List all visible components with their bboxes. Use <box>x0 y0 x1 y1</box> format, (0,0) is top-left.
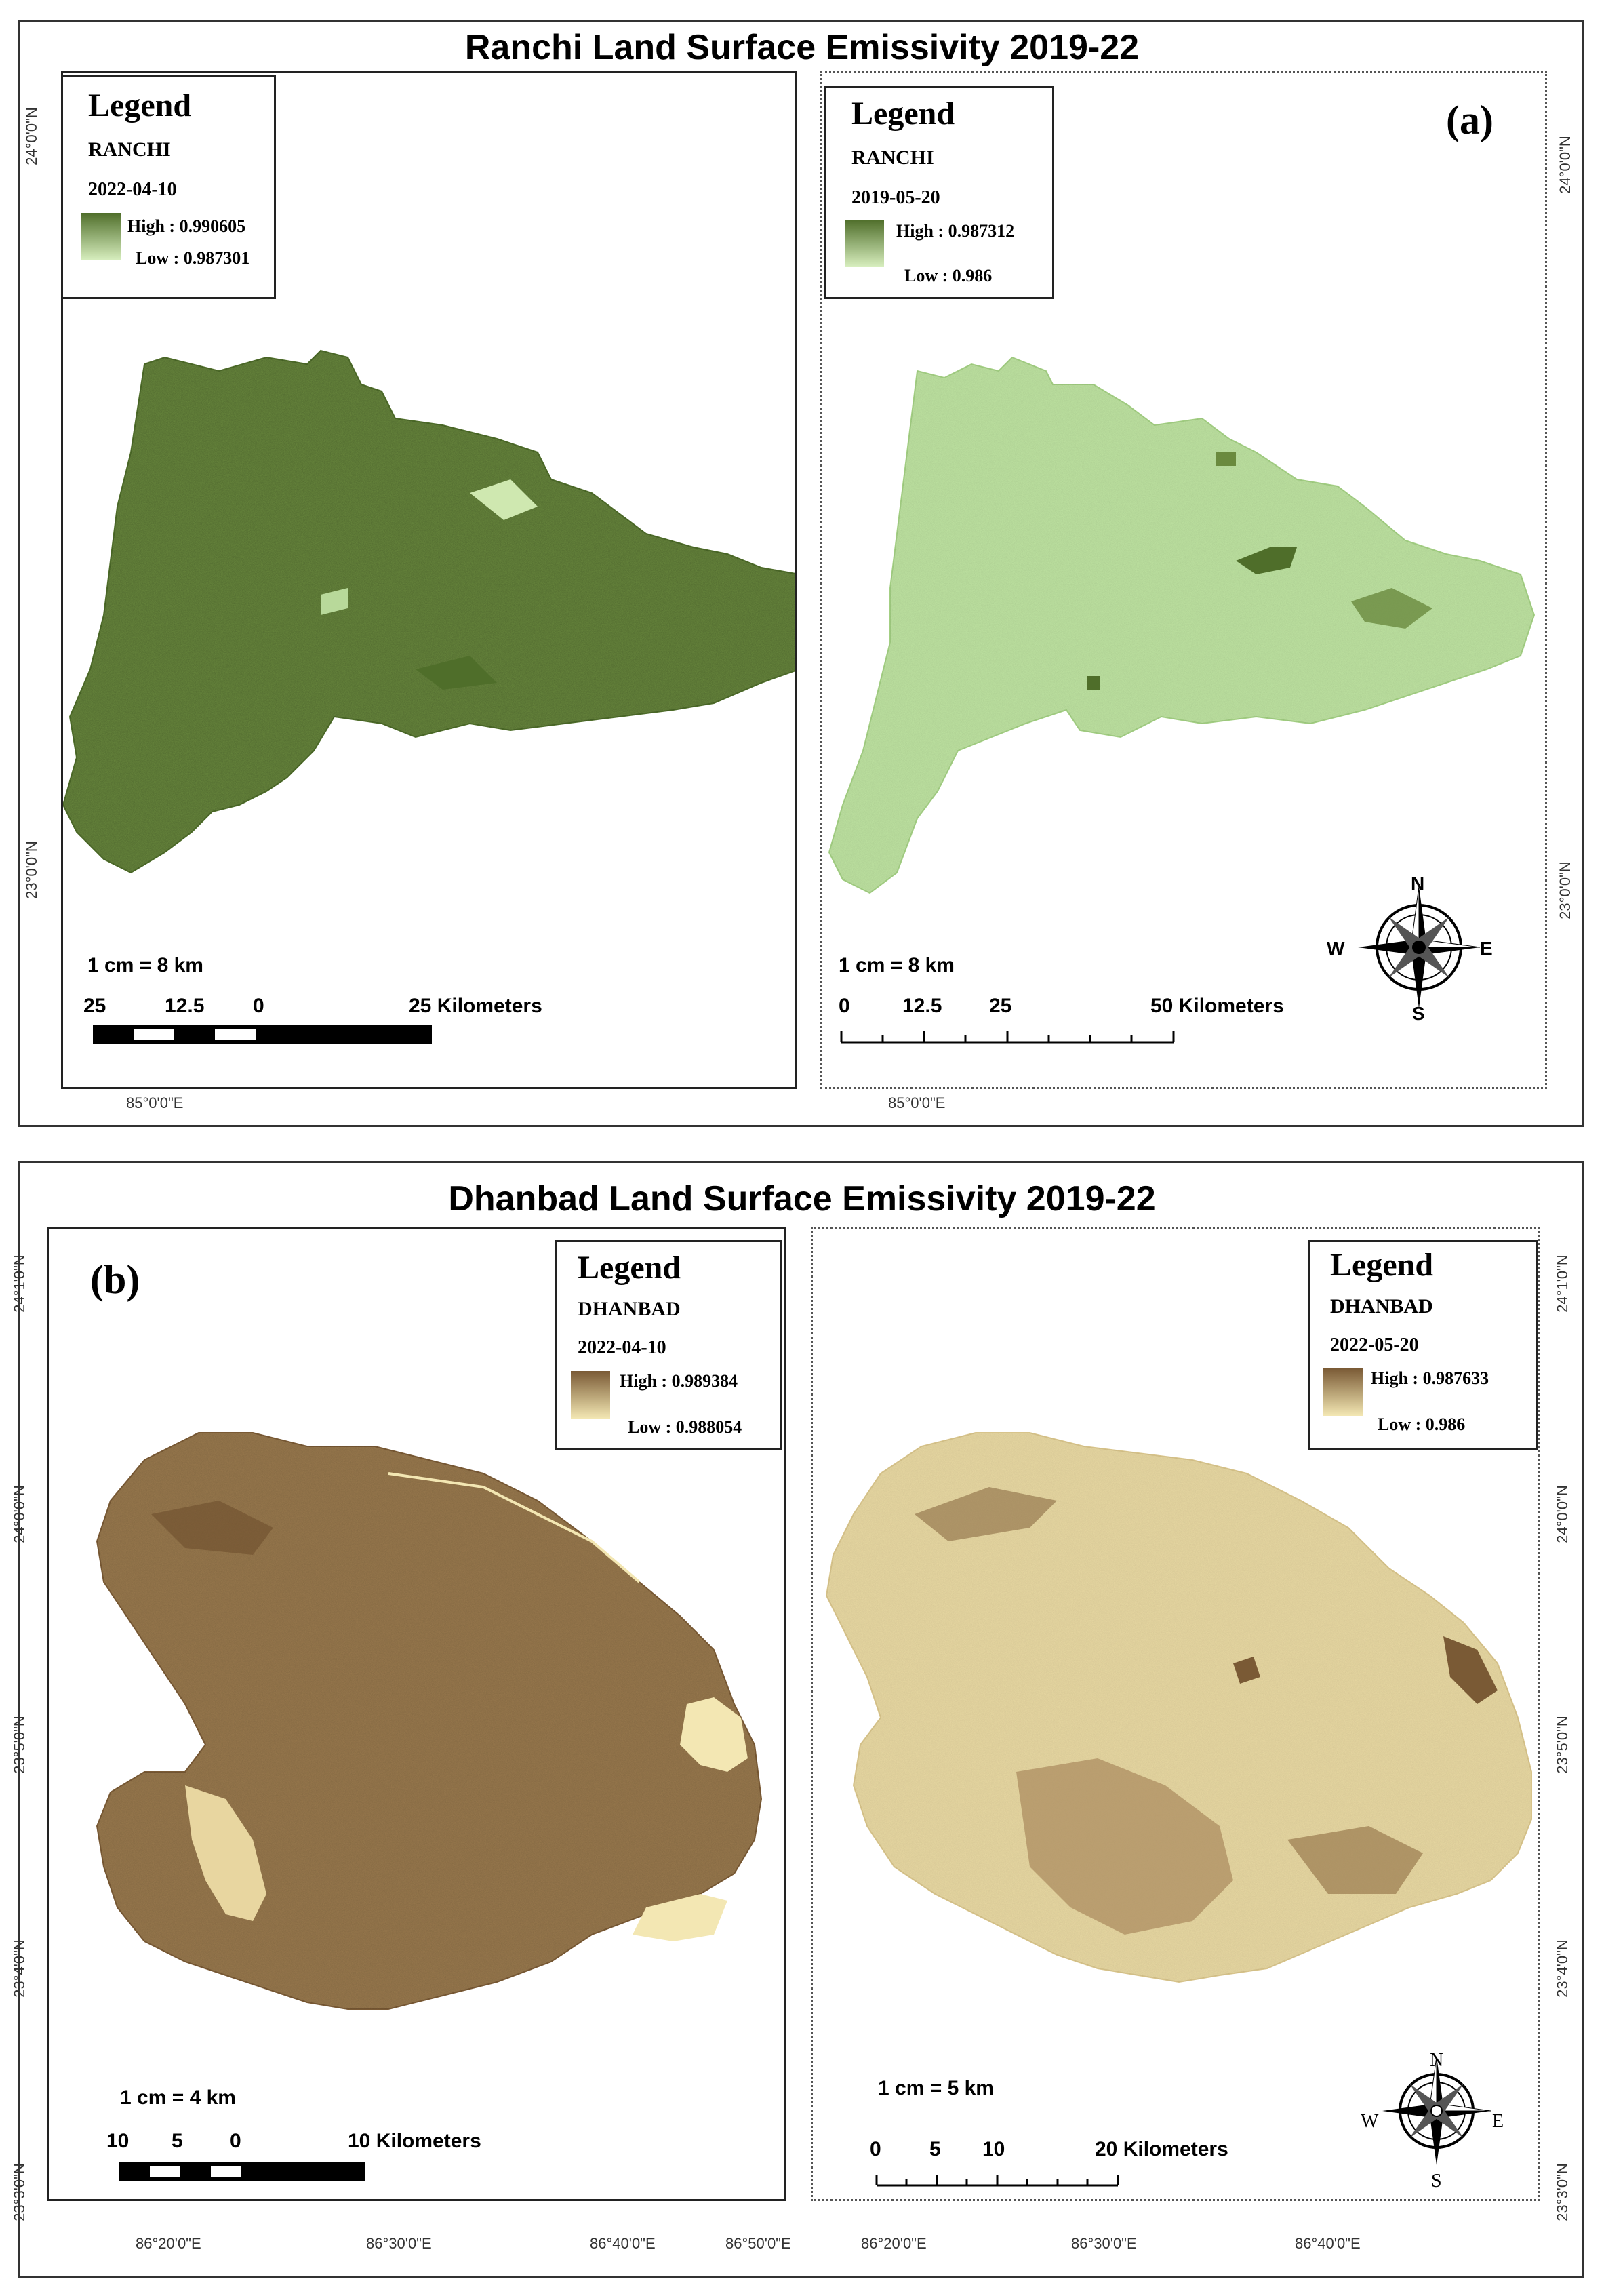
compass-s: S <box>1412 1003 1425 1024</box>
scale-label-2: 25 <box>989 995 1012 1017</box>
ranchi-2022-legend: Legend RANCHI 2022-04-10 High : 0.990605… <box>63 75 276 299</box>
scale-label-0: 10 <box>106 2130 129 2152</box>
lon-label-2b: 86°40'0"E <box>1295 2235 1361 2252</box>
dhanbad-2022-04-map-shape <box>96 1432 763 2010</box>
ranchi-2022-map-panel: Legend RANCHI 2022-04-10 High : 0.990605… <box>61 71 797 1089</box>
scale-label-1: 5 <box>172 2130 183 2152</box>
lat-label-0: 24°1'0"N <box>1553 1254 1571 1313</box>
lon-label-2: 86°40'0"E <box>590 2235 656 2252</box>
dhanbad-2022-04-map-panel: Legend DHANBAD 2022-04-10 High : 0.98938… <box>47 1227 786 2201</box>
scale-bar <box>93 1025 432 1044</box>
scale-ratio: 1 cm = 4 km <box>120 2086 236 2109</box>
scale-bar <box>875 2175 1119 2187</box>
legend-color-ramp <box>1323 1368 1363 1416</box>
lat-label-bottom: 23°0'0"N <box>1556 861 1573 919</box>
compass-s: S <box>1431 2171 1442 2192</box>
ranchi-figure-title: Ranchi Land Surface Emissivity 2019-22 <box>464 28 1140 67</box>
scale-ratio: 1 cm = 8 km <box>87 954 203 976</box>
scale-label-0: 25 <box>83 995 106 1017</box>
lon-label-3: 86°50'0"E <box>725 2235 791 2252</box>
scale-bar <box>119 2162 365 2181</box>
scale-label-3: 10 Kilometers <box>348 2130 481 2152</box>
compass-e: E <box>1492 2111 1504 2132</box>
dhanbad-figure-frame <box>18 1161 1584 2278</box>
lat-label-2: 23°5'0"N <box>10 1716 28 1774</box>
scale-label-3: 20 Kilometers <box>1095 2138 1228 2160</box>
lat-label-3: 23°4'0"N <box>1553 1939 1571 1998</box>
lat-label-bottom: 23°0'0"N <box>22 841 40 899</box>
ranchi-2019-map-panel: Legend RANCHI 2019-05-20 High : 0.987312… <box>820 71 1547 1089</box>
scale-label-3: 50 Kilometers <box>1150 995 1284 1017</box>
legend-color-ramp <box>81 213 121 260</box>
scale-label-0: 0 <box>870 2138 881 2160</box>
panel-tag-a: (a) <box>1446 98 1493 142</box>
scale-label-0: 0 <box>839 995 850 1017</box>
legend-date: 2022-04-10 <box>88 179 177 200</box>
legend-high-value: High : 0.987312 <box>896 221 1015 241</box>
legend-low-value: Low : 0.986 <box>904 266 993 285</box>
lon-label: 85°0'0"E <box>126 1094 184 1111</box>
scale-label-1: 12.5 <box>902 995 942 1017</box>
ranchi-2022-map-shape <box>63 349 795 874</box>
panel-tag-b: (b) <box>90 1257 140 1302</box>
legend-date: 2022-05-20 <box>1330 1334 1419 1355</box>
dhanbad-2022-05-map-shape <box>825 1432 1532 1983</box>
ranchi-figure-frame <box>18 20 1584 1127</box>
compass-n: N <box>1411 873 1425 894</box>
scale-label-2: 10 <box>982 2138 1005 2160</box>
dhanbad-figure-title: Dhanbad Land Surface Emissivity 2019-22 <box>448 1179 1156 1219</box>
legend-low-value: Low : 0.986 <box>1378 1414 1466 1434</box>
legend-region-name: RANCHI <box>88 138 171 161</box>
compass-w: W <box>1327 938 1345 959</box>
lat-label-4: 23°3'0"N <box>1553 2163 1571 2221</box>
scale-label-1: 5 <box>929 2138 941 2160</box>
legend-high-value: High : 0.990605 <box>127 216 246 236</box>
scale-label-1: 12.5 <box>165 995 205 1017</box>
legend-color-ramp <box>845 220 884 267</box>
scale-label-2: 0 <box>253 995 264 1017</box>
legend-heading: Legend <box>1330 1247 1434 1283</box>
dhanbad-2022-05-map-panel: Legend DHANBAD 2022-05-20 High : 0.98763… <box>811 1227 1540 2201</box>
lat-label-1: 24°0'0"N <box>10 1485 28 1543</box>
legend-low-value: Low : 0.987301 <box>136 248 250 268</box>
lat-label-2: 23°5'0"N <box>1553 1716 1571 1774</box>
scale-ratio: 1 cm = 5 km <box>878 2077 994 2099</box>
lat-label-3: 23°4'0"N <box>10 1939 28 1998</box>
legend-heading: Legend <box>851 96 955 132</box>
ranchi-2019-legend: Legend RANCHI 2019-05-20 High : 0.987312… <box>824 86 1054 299</box>
lat-label-0: 24°1'0"N <box>10 1254 28 1313</box>
compass-w: W <box>1361 2111 1379 2132</box>
lon-label-1: 86°30'0"E <box>366 2235 432 2252</box>
compass-e: E <box>1480 938 1493 959</box>
legend-region-name: DHANBAD <box>578 1298 681 1320</box>
lat-label-top: 24°0'0"N <box>1556 136 1573 194</box>
lon-label-1b: 86°30'0"E <box>1071 2235 1137 2252</box>
legend-heading: Legend <box>88 87 192 123</box>
scale-bar <box>840 1031 1175 1044</box>
legend-color-ramp <box>571 1371 610 1419</box>
lat-label-1: 24°0'0"N <box>1553 1485 1571 1543</box>
legend-high-value: High : 0.987633 <box>1371 1368 1489 1388</box>
legend-high-value: High : 0.989384 <box>620 1371 738 1391</box>
lat-label-4: 23°3'0"N <box>10 2163 28 2221</box>
lat-label-top: 24°0'0"N <box>22 107 40 165</box>
compass-rose-icon <box>1382 2056 1491 2165</box>
legend-heading: Legend <box>578 1250 681 1286</box>
scale-ratio: 1 cm = 8 km <box>839 954 955 976</box>
scale-label-3: 25 Kilometers <box>409 995 542 1017</box>
compass-n: N <box>1430 2050 1444 2071</box>
lon-label-0b: 86°20'0"E <box>861 2235 927 2252</box>
scale-label-2: 0 <box>230 2130 241 2152</box>
compass-rose-icon <box>1358 886 1481 1008</box>
lon-label-0: 86°20'0"E <box>136 2235 201 2252</box>
ranchi-2019-map-shape <box>828 356 1536 894</box>
dhanbad-2022-04-legend: Legend DHANBAD 2022-04-10 High : 0.98938… <box>555 1240 782 1450</box>
legend-date: 2022-04-10 <box>578 1337 666 1358</box>
legend-region-name: DHANBAD <box>1330 1295 1433 1318</box>
legend-region-name: RANCHI <box>851 146 934 169</box>
legend-low-value: Low : 0.988054 <box>628 1417 742 1437</box>
dhanbad-2022-05-legend: Legend DHANBAD 2022-05-20 High : 0.98763… <box>1308 1240 1538 1450</box>
legend-date: 2019-05-20 <box>851 187 940 208</box>
lon-label: 85°0'0"E <box>888 1094 946 1111</box>
